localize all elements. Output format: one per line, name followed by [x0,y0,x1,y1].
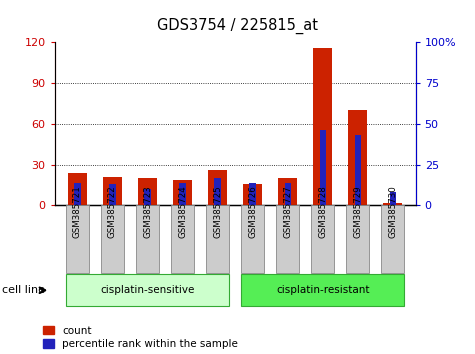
Text: GSM385724: GSM385724 [178,185,187,238]
Bar [180,183,186,205]
Text: GSM385727: GSM385727 [283,185,292,238]
FancyBboxPatch shape [66,274,229,306]
Bar [355,135,361,205]
Text: GDS3754 / 225815_at: GDS3754 / 225815_at [157,18,318,34]
Bar [383,202,402,205]
FancyBboxPatch shape [241,274,404,306]
FancyBboxPatch shape [66,205,89,273]
Text: GSM385726: GSM385726 [248,185,257,238]
Text: GSM385729: GSM385729 [353,185,362,238]
FancyBboxPatch shape [241,205,264,273]
FancyBboxPatch shape [101,205,124,273]
Bar [390,192,396,205]
Bar [103,177,122,205]
Bar [109,184,115,205]
Bar [68,173,87,205]
Text: GSM385722: GSM385722 [108,185,117,238]
Bar [173,179,192,205]
FancyBboxPatch shape [136,205,159,273]
Bar [214,178,221,205]
Bar [285,183,291,205]
Text: GSM385725: GSM385725 [213,185,222,238]
Text: GSM385728: GSM385728 [318,185,327,238]
Text: cell line: cell line [2,285,46,295]
Legend: count, percentile rank within the sample: count, percentile rank within the sample [43,326,238,349]
Text: cisplatin-sensitive: cisplatin-sensitive [100,285,195,295]
FancyBboxPatch shape [381,205,404,273]
Bar [74,183,81,205]
Bar [208,170,227,205]
Bar [320,130,326,205]
FancyBboxPatch shape [276,205,299,273]
Bar [249,183,256,205]
Bar [313,48,332,205]
FancyBboxPatch shape [346,205,369,273]
Text: GSM385730: GSM385730 [389,185,398,238]
Bar [243,184,262,205]
FancyBboxPatch shape [311,205,334,273]
Bar [138,178,157,205]
FancyBboxPatch shape [206,205,229,273]
FancyBboxPatch shape [171,205,194,273]
Bar [348,110,368,205]
Text: GSM385721: GSM385721 [73,185,82,238]
Text: GSM385723: GSM385723 [143,185,152,238]
Text: cisplatin-resistant: cisplatin-resistant [276,285,370,295]
Bar [278,178,297,205]
Bar [144,189,151,205]
